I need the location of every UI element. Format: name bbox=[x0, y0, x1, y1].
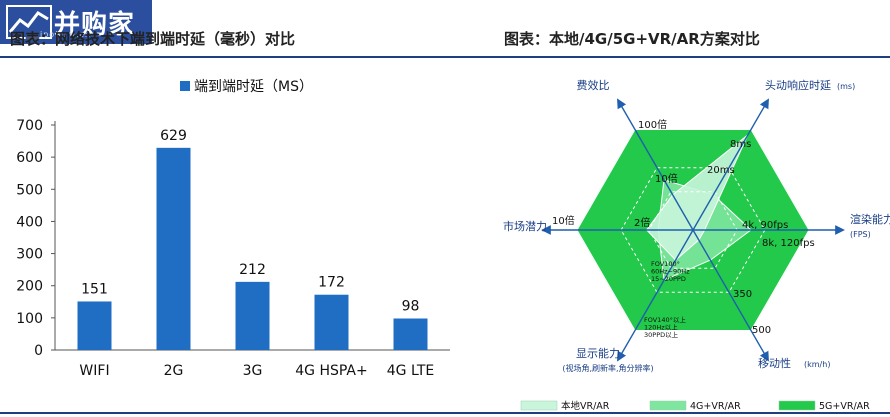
radar-legend-swatch bbox=[649, 400, 687, 411]
radar-tick-label: 8k, 120fps bbox=[762, 238, 815, 249]
legend-swatch bbox=[180, 81, 190, 91]
radar-outer-ring bbox=[576, 129, 810, 331]
x-tick-label: 4G HSPA+ bbox=[295, 363, 367, 379]
site-logo: 并购家 ipobom.cn bbox=[0, 0, 152, 44]
latency-bar-chart: 端到端时延（MS） 0 100 200 300 400 500 600 700 151 WIFI 62… bbox=[16, 79, 450, 379]
radar-axis-title: 头动响应时延 bbox=[765, 78, 831, 92]
radar-tick-line: 30PPD以上 bbox=[644, 330, 679, 339]
y-tick-label: 500 bbox=[16, 182, 43, 198]
logo-text: 并购家 bbox=[54, 9, 136, 40]
y-tick-label: 200 bbox=[16, 279, 43, 295]
logo-url: ipobom.cn bbox=[40, 30, 91, 39]
radar-tick-label: 4k, 90fps bbox=[742, 220, 788, 231]
radar-legend-swatch bbox=[778, 400, 816, 411]
radar-tick-label: 8ms bbox=[730, 139, 751, 150]
radar-series-polygon bbox=[576, 129, 810, 331]
radar-axis-unit: (ms) bbox=[837, 82, 855, 91]
radar-axis-title: 显示能力 bbox=[576, 346, 620, 360]
radar-tick-line: 2倍 bbox=[634, 216, 650, 229]
bar bbox=[77, 301, 112, 350]
radar-tick-line: 100倍 bbox=[638, 118, 667, 131]
bar bbox=[393, 318, 428, 350]
radar-legend-label: 本地VR/AR bbox=[561, 400, 610, 412]
bar bbox=[314, 294, 349, 350]
radar-axis-line bbox=[692, 98, 769, 231]
radar-legend-label: 5G+VR/AR bbox=[819, 401, 870, 412]
x-tick-label: 3G bbox=[243, 363, 263, 379]
bar bbox=[156, 147, 191, 350]
chart-logo-icon bbox=[6, 5, 52, 39]
x-tick-label: WIFI bbox=[79, 363, 109, 379]
radar-axis-title: 移动性 bbox=[758, 356, 791, 370]
radar-tick-label: 10倍 bbox=[655, 172, 678, 185]
radar-axis-unit: (km/h) bbox=[804, 360, 830, 369]
bar-value-label: 98 bbox=[402, 299, 420, 315]
x-tick-label: 2G bbox=[164, 363, 184, 379]
radar-tick-label: 20ms bbox=[707, 165, 735, 176]
radar-tick-label: 500 bbox=[752, 325, 771, 336]
radar-axis-unit: (视场角,刷新率,角分辨率) bbox=[562, 363, 653, 373]
radar-axis-line bbox=[617, 98, 694, 231]
bottom-divider bbox=[0, 412, 890, 414]
radar-tick-line: FOV100° bbox=[651, 260, 680, 268]
radar-tick-label: 10倍 bbox=[552, 214, 575, 227]
y-tick-label: 0 bbox=[34, 343, 43, 359]
radar-tick-line: FOV140°以上 bbox=[644, 315, 686, 324]
radar-tick-line: 350 bbox=[733, 289, 752, 300]
top-divider bbox=[0, 56, 890, 58]
radar-axis-title: 市场潜力 bbox=[503, 219, 547, 233]
radar-tick-line: 4k, 90fps bbox=[742, 220, 788, 231]
radar-tick-line: 500 bbox=[752, 325, 771, 336]
radar-axis-unit: (FPS) bbox=[850, 230, 871, 239]
radar-tick-line: 60Hz~90Hz bbox=[651, 268, 690, 276]
radar-tick-label: 100倍 bbox=[638, 118, 667, 131]
radar-tick-line: 120Hz以上 bbox=[644, 323, 678, 332]
radar-legend-label: 4G+VR/AR bbox=[690, 401, 741, 412]
left-chart-title: 图表：网络技术下端到端时延（毫秒）对比 bbox=[10, 30, 296, 48]
radar-axis-line bbox=[617, 229, 694, 362]
radar-grid-ring bbox=[620, 167, 766, 293]
bar-value-label: 151 bbox=[81, 281, 108, 297]
bar-value-label: 212 bbox=[239, 262, 266, 278]
radar-tick-line: 8k, 120fps bbox=[762, 238, 815, 249]
radar-axis-title: 渲染能力 bbox=[850, 212, 890, 226]
radar-tick-line: 10倍 bbox=[552, 214, 575, 227]
radar-tick-line: 10倍 bbox=[655, 172, 678, 185]
radar-series-polygon bbox=[657, 179, 752, 281]
radar-tick-line: 15~20PPD bbox=[651, 275, 686, 283]
radar-tick-line: 20ms bbox=[707, 165, 735, 176]
radar-legend-swatch bbox=[520, 400, 558, 411]
radar-tick-label: 2倍 bbox=[634, 216, 650, 229]
radar-tick-line: 8ms bbox=[730, 139, 751, 150]
y-tick-label: 300 bbox=[16, 247, 43, 263]
y-tick-label: 100 bbox=[16, 311, 43, 327]
legend-label: 端到端时延（MS） bbox=[194, 79, 313, 95]
radar-axis-title: 费效比 bbox=[577, 78, 610, 92]
right-chart-title: 图表：本地/4G/5G+VR/AR方案对比 bbox=[504, 30, 760, 48]
y-tick-label: 600 bbox=[16, 150, 43, 166]
bar-value-label: 629 bbox=[160, 128, 187, 144]
radar-grid-ring bbox=[648, 191, 738, 269]
radar-tick-label: FOV140°以上 120Hz以上 30PPD以上 bbox=[644, 315, 686, 339]
bar bbox=[235, 281, 270, 350]
radar-axis-line bbox=[692, 229, 769, 362]
radar-tick-label: 350 bbox=[733, 289, 752, 300]
bar-value-label: 172 bbox=[318, 275, 345, 291]
radar-series-polygon bbox=[645, 134, 749, 261]
y-tick-label: 700 bbox=[16, 118, 43, 134]
x-tick-label: 4G LTE bbox=[387, 363, 434, 379]
radar-tick-label: FOV100° 60Hz~90Hz 15~20PPD bbox=[651, 260, 690, 283]
y-tick-label: 400 bbox=[16, 214, 43, 230]
